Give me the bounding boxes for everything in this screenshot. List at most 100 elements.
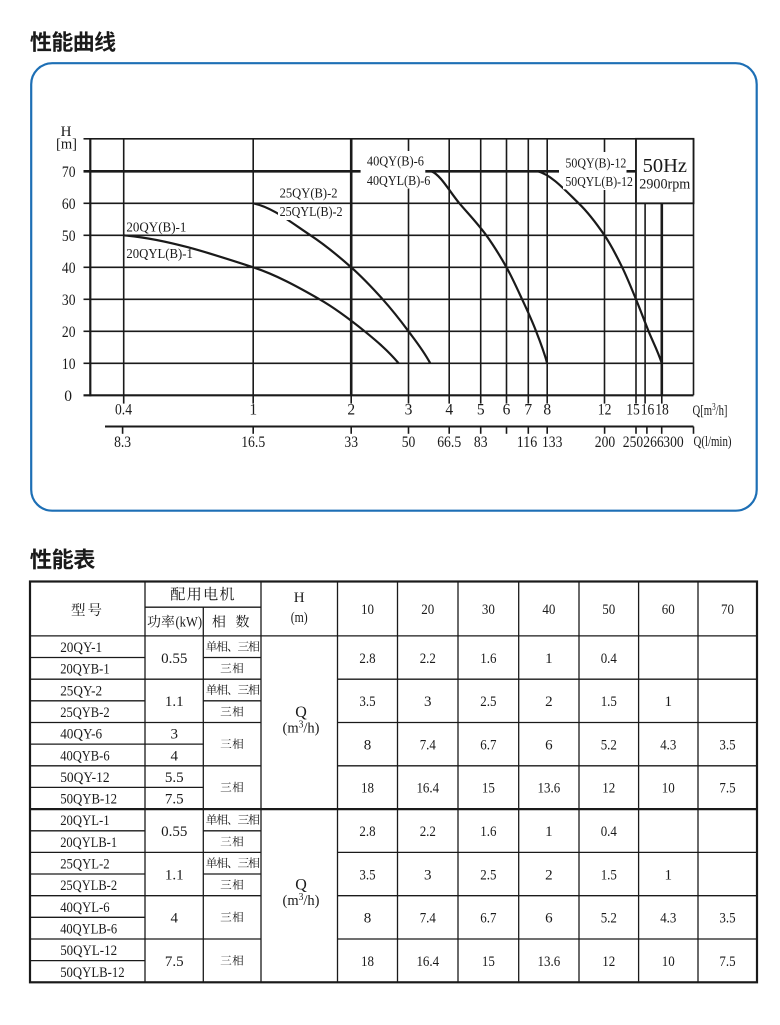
svg-text:40: 40 (62, 260, 76, 277)
svg-text:1: 1 (665, 867, 673, 883)
svg-text:8: 8 (364, 911, 372, 927)
svg-text:3: 3 (424, 694, 432, 710)
svg-text:250: 250 (623, 434, 644, 451)
svg-text:60: 60 (62, 196, 76, 213)
svg-text:1.6: 1.6 (480, 651, 497, 667)
svg-text:Q: Q (295, 704, 307, 721)
svg-text:2.5: 2.5 (480, 867, 496, 883)
svg-text:50QY-12: 50QY-12 (60, 770, 109, 786)
svg-text:0.4: 0.4 (601, 824, 618, 840)
svg-text:2.8: 2.8 (359, 651, 375, 667)
svg-text:15: 15 (626, 401, 640, 418)
svg-text:1: 1 (545, 824, 553, 840)
svg-text:20QYL(B)-1: 20QYL(B)-1 (126, 247, 192, 262)
svg-text:Q[m3/h]: Q[m3/h] (693, 402, 728, 419)
svg-text:18: 18 (361, 954, 374, 970)
svg-text:200: 200 (595, 434, 616, 451)
svg-text:H: H (294, 590, 305, 606)
svg-text:3.5: 3.5 (719, 911, 735, 927)
svg-text:4.3: 4.3 (660, 737, 676, 753)
svg-text:2.2: 2.2 (420, 651, 436, 667)
svg-text:7.4: 7.4 (420, 737, 437, 753)
svg-text:2.2: 2.2 (420, 824, 436, 840)
svg-text:20QYLB-1: 20QYLB-1 (60, 835, 117, 851)
svg-text:40: 40 (542, 602, 555, 618)
svg-text:2.5: 2.5 (480, 694, 496, 710)
svg-text:7: 7 (524, 401, 532, 418)
svg-text:12: 12 (598, 401, 612, 418)
svg-text:25QY-2: 25QY-2 (60, 683, 102, 699)
svg-text:40QY-6: 40QY-6 (60, 727, 102, 743)
svg-text:18: 18 (655, 401, 669, 418)
svg-text:50QYL-12: 50QYL-12 (60, 943, 117, 959)
svg-text:16: 16 (641, 401, 655, 418)
svg-text:7.5: 7.5 (165, 954, 184, 970)
svg-text:50Hz: 50Hz (643, 155, 687, 177)
svg-text:20QYL-1: 20QYL-1 (60, 813, 109, 829)
svg-text:1.1: 1.1 (165, 694, 184, 710)
svg-text:0.55: 0.55 (161, 651, 187, 667)
svg-text:40QYB-6: 40QYB-6 (60, 748, 110, 764)
svg-text:18: 18 (361, 781, 374, 797)
svg-text:10: 10 (662, 781, 675, 797)
svg-text:2: 2 (347, 401, 355, 418)
svg-text:8.3: 8.3 (114, 434, 131, 451)
svg-text:5.2: 5.2 (601, 911, 617, 927)
svg-text:25QY(B)-2: 25QY(B)-2 (280, 187, 338, 202)
svg-text:4: 4 (170, 748, 178, 764)
svg-text:H: H (61, 124, 72, 140)
svg-text:83: 83 (474, 434, 488, 451)
svg-text:1.5: 1.5 (601, 867, 617, 883)
svg-text:3: 3 (405, 401, 413, 418)
svg-text:2: 2 (545, 694, 553, 710)
svg-text:3.5: 3.5 (719, 737, 735, 753)
svg-text:10: 10 (361, 602, 374, 618)
svg-text:0: 0 (64, 388, 72, 405)
svg-text:40QYLB-6: 40QYLB-6 (60, 922, 117, 938)
svg-text:15: 15 (482, 954, 495, 970)
svg-text:50QY(B)-12: 50QY(B)-12 (565, 157, 626, 172)
svg-text:20: 20 (62, 324, 76, 341)
svg-text:7.5: 7.5 (719, 954, 735, 970)
svg-text:1.6: 1.6 (480, 824, 497, 840)
svg-text:1.5: 1.5 (601, 694, 617, 710)
svg-text:0.4: 0.4 (115, 401, 132, 418)
svg-text:25QYL(B)-2: 25QYL(B)-2 (280, 205, 343, 220)
svg-text:5.2: 5.2 (601, 737, 617, 753)
svg-text:25QYL-2: 25QYL-2 (60, 857, 109, 873)
svg-text:10: 10 (662, 954, 675, 970)
svg-text:[m]: [m] (56, 136, 77, 152)
svg-text:300: 300 (663, 434, 684, 451)
svg-text:4: 4 (445, 401, 453, 418)
svg-text:70: 70 (721, 602, 734, 618)
svg-text:133: 133 (542, 434, 563, 451)
svg-text:20: 20 (421, 602, 434, 618)
svg-text:(m): (m) (291, 610, 308, 626)
svg-text:Q(l/min): Q(l/min) (694, 434, 732, 450)
svg-text:16.4: 16.4 (416, 954, 439, 970)
svg-text:2: 2 (545, 867, 553, 883)
svg-text:20QY-1: 20QY-1 (60, 640, 102, 656)
svg-text:15: 15 (482, 781, 495, 797)
svg-text:0.55: 0.55 (161, 824, 187, 840)
svg-text:40QY(B)-6: 40QY(B)-6 (367, 154, 424, 169)
svg-text:6.7: 6.7 (480, 911, 497, 927)
svg-text:(m3/h): (m3/h) (283, 720, 320, 737)
svg-text:6: 6 (545, 911, 553, 927)
svg-text:6.7: 6.7 (480, 737, 497, 753)
svg-text:50: 50 (62, 228, 76, 245)
svg-text:7.4: 7.4 (420, 911, 437, 927)
svg-text:8: 8 (364, 737, 372, 753)
svg-text:70: 70 (62, 164, 76, 181)
svg-text:1: 1 (665, 694, 673, 710)
svg-text:50: 50 (602, 602, 615, 618)
svg-text:5: 5 (477, 401, 485, 418)
svg-text:12: 12 (602, 781, 615, 797)
svg-text:4.3: 4.3 (660, 911, 676, 927)
svg-text:(m3/h): (m3/h) (283, 892, 320, 909)
svg-text:3.5: 3.5 (359, 867, 375, 883)
svg-text:8: 8 (543, 401, 551, 418)
svg-text:50QYLB-12: 50QYLB-12 (60, 965, 124, 981)
svg-text:1: 1 (545, 651, 553, 667)
svg-text:13.6: 13.6 (538, 954, 561, 970)
